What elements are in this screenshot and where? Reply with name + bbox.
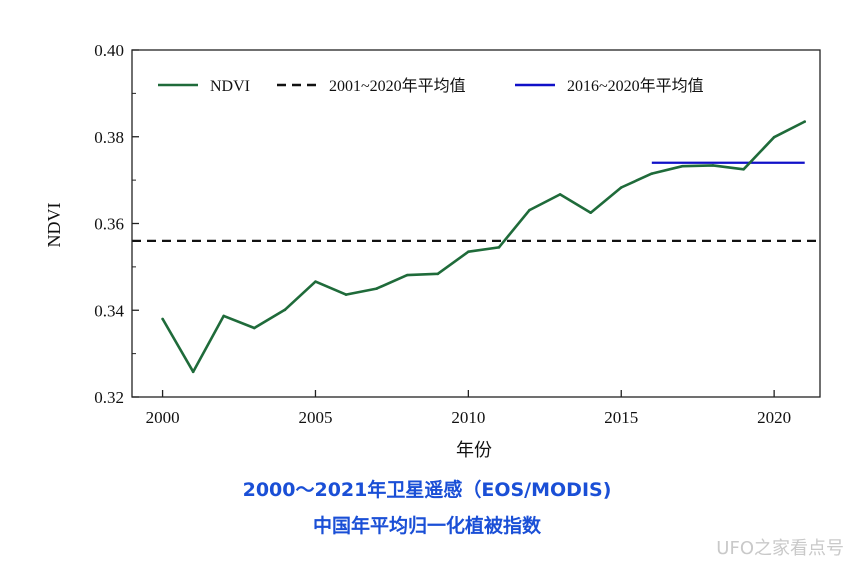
x-axis-title: 年份 [456,440,492,460]
ndvi-point [681,164,684,168]
ndvi-point [283,308,287,312]
ndvi-point [314,280,317,283]
y-tick-label: 0.34 [94,301,124,320]
ndvi-point [619,186,623,189]
ndvi-line-chart: 0.32 0.34 0.36 0.38 0.40 2000 2005 2010 2015 2020… [44,41,821,460]
ndvi-point [436,272,440,276]
ndvi-point [497,246,501,249]
caption-line-2: 中国年平均归一化植被指数 [312,515,541,537]
ndvi-point [344,293,348,296]
ndvi-point [772,135,776,139]
series-layer [161,120,807,374]
watermark-text: UFO之家看点号 [716,538,844,559]
plot-frame [131,49,821,398]
ndvi-point [375,287,378,290]
ndvi-point [711,164,715,167]
ndvi-point [589,211,592,214]
ndvi-point [191,370,195,374]
ndvi-point [742,167,745,171]
legend-label-3: 2016~2020年平均值 [567,77,704,95]
ndvi-point [222,314,226,318]
ndvi-series-line [161,120,806,374]
ndvi-point [803,120,807,123]
reference-lines [132,161,820,242]
y-tick-label: 0.38 [94,128,124,147]
x-tick-label: 2015 [604,408,638,427]
legend: NDVI 2001~2020年平均值 2016~2020年平均值 [158,77,704,95]
ndvi-point [528,208,531,212]
y-tick-label: 0.40 [94,41,124,60]
ndvi-point [161,317,164,321]
ndvi-point [558,193,562,196]
caption-line-1: 2000～2021年卫星遥感（EOS/MODIS) [242,479,612,501]
ndvi-point [467,250,470,253]
x-tick-label: 2010 [451,408,485,427]
ndvi-point [650,172,654,175]
x-tick-label: 2020 [757,408,791,427]
y-tick-label: 0.32 [94,388,124,407]
y-axis-title: NDVI [44,203,64,248]
axes: 0.32 0.34 0.36 0.38 0.40 2000 2005 2010 2015 2020 [94,41,821,427]
x-tick-label: 2000 [146,408,180,427]
x-tick-label: 2005 [298,408,332,427]
legend-label-2: 2001~2020年平均值 [329,77,466,95]
legend-label-1: NDVI [210,78,250,95]
ndvi-point [253,326,256,330]
y-tick-label: 0.36 [94,215,124,234]
ndvi-point [405,273,409,277]
